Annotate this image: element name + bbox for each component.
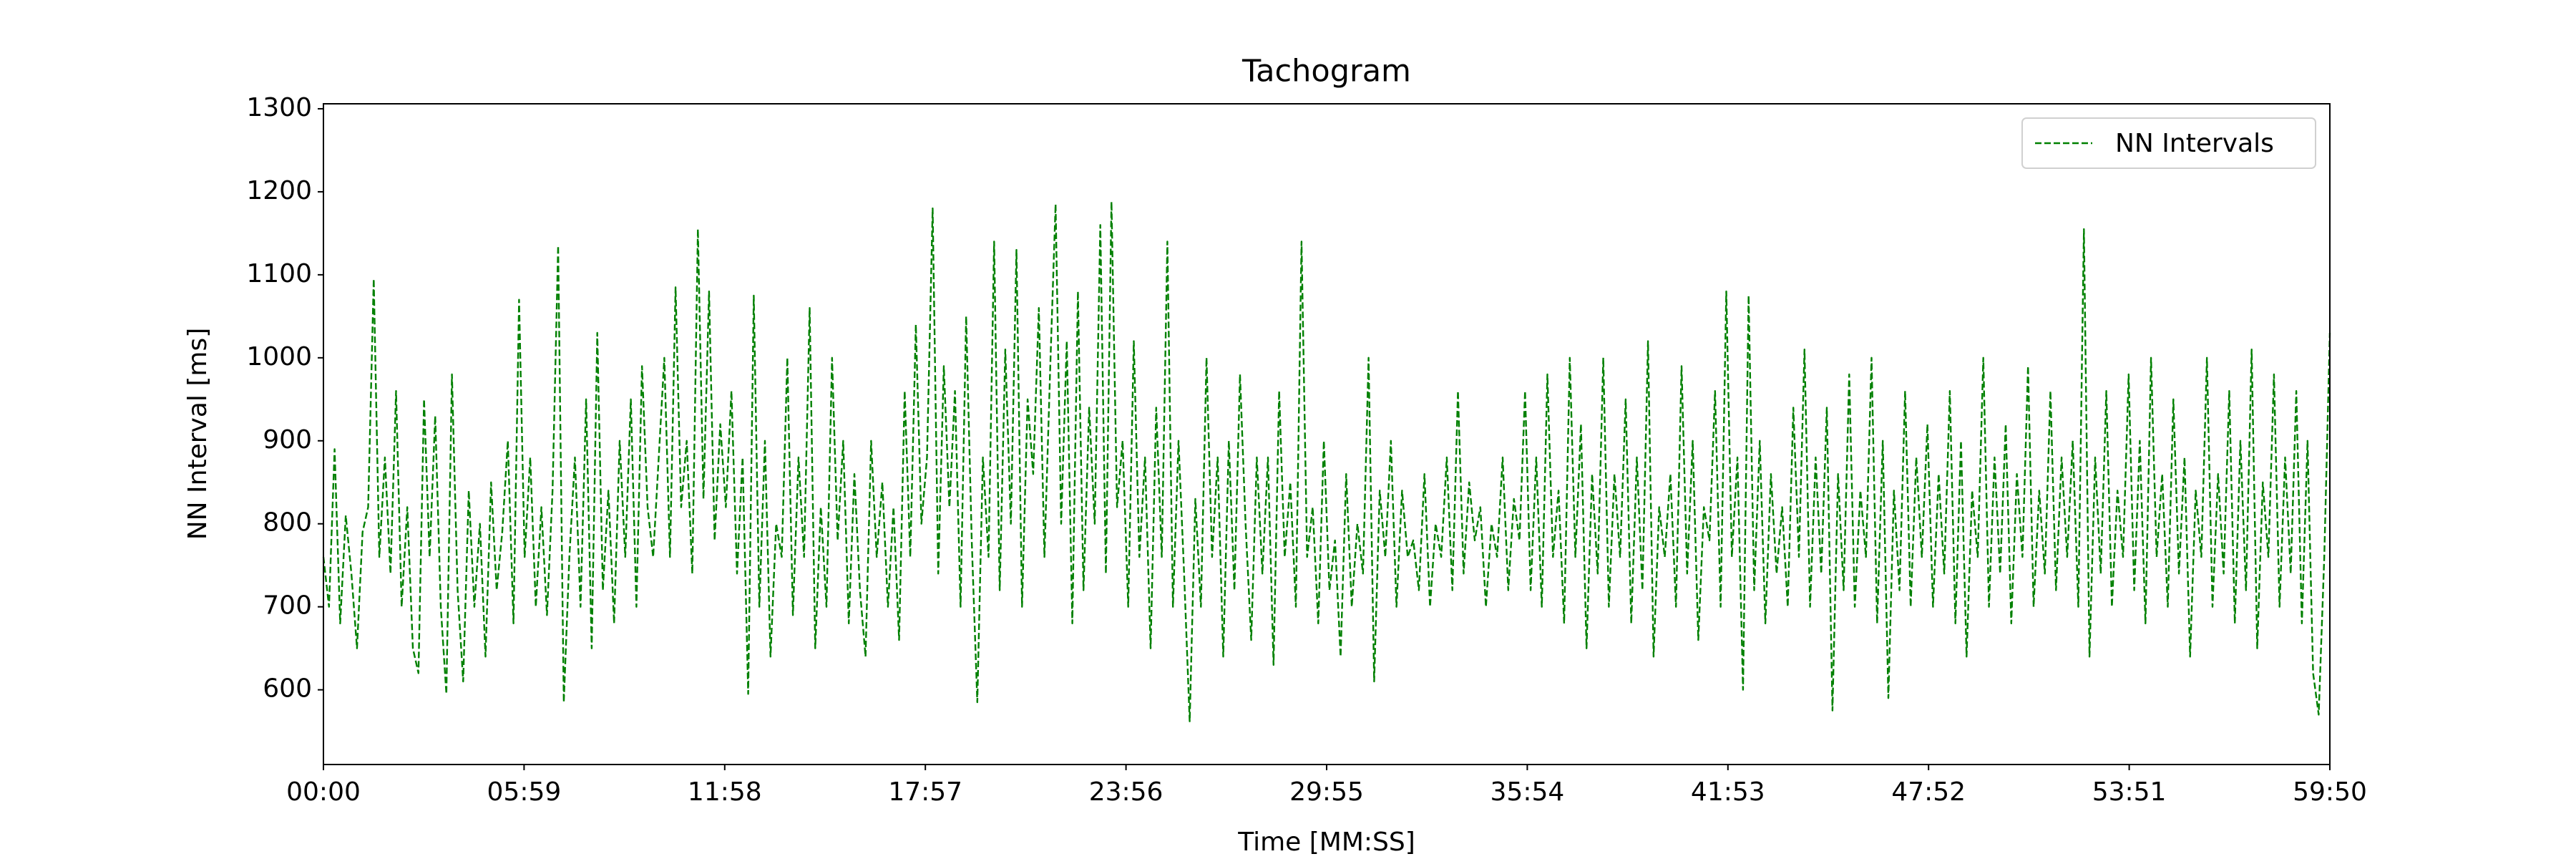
legend-label: NN Intervals bbox=[2115, 129, 2274, 158]
x-tick-label: 59:50 bbox=[2293, 777, 2367, 807]
x-tick-label: 29:55 bbox=[1289, 777, 1364, 807]
legend-box bbox=[2021, 117, 2316, 169]
nn-line bbox=[322, 200, 2331, 722]
y-tick-label: 1200 bbox=[246, 176, 312, 205]
y-tick-label: 1300 bbox=[246, 93, 312, 122]
y-axis-label: NN Interval [ms] bbox=[183, 328, 213, 540]
x-axis-label: Time [MM:SS] bbox=[1237, 828, 1415, 857]
x-tick-label: 35:54 bbox=[1491, 777, 1565, 807]
x-tick-label: 53:51 bbox=[2092, 777, 2167, 807]
y-tick-label: 600 bbox=[263, 674, 312, 704]
y-tick-label: 700 bbox=[263, 591, 312, 621]
y-tick-label: 1100 bbox=[246, 259, 312, 288]
chart-title: Tachogram bbox=[1241, 54, 1411, 89]
y-tick-label: 800 bbox=[263, 508, 312, 538]
plot-frame bbox=[323, 103, 2331, 765]
y-tick-label: 900 bbox=[263, 425, 312, 455]
x-tick-label: 41:53 bbox=[1691, 777, 1765, 807]
x-tick-label: 11:58 bbox=[688, 777, 762, 807]
x-tick-label: 47:52 bbox=[1891, 777, 1966, 807]
x-tick-label: 05:59 bbox=[487, 777, 562, 807]
x-tick-label: 23:56 bbox=[1089, 777, 1163, 807]
x-tick-label: 17:57 bbox=[888, 777, 962, 807]
x-tick-label: 00:00 bbox=[286, 777, 361, 807]
y-tick-label: 1000 bbox=[246, 342, 312, 372]
